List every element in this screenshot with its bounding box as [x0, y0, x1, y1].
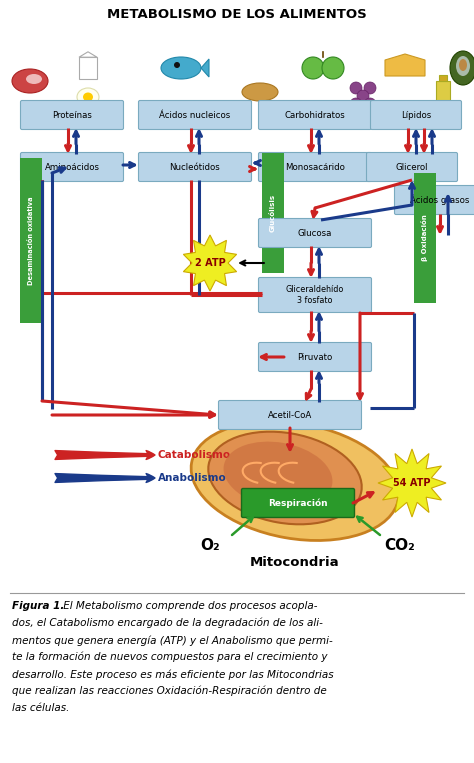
FancyBboxPatch shape	[371, 101, 462, 130]
Ellipse shape	[456, 56, 470, 76]
Ellipse shape	[459, 59, 467, 71]
FancyBboxPatch shape	[241, 488, 355, 517]
Circle shape	[322, 57, 344, 79]
Text: Respiración: Respiración	[268, 498, 328, 507]
Text: Lípidos: Lípidos	[401, 111, 431, 120]
Polygon shape	[183, 235, 237, 291]
Ellipse shape	[191, 421, 399, 540]
Text: 2 ATP: 2 ATP	[195, 258, 225, 268]
Text: Glucosa: Glucosa	[298, 228, 332, 237]
FancyBboxPatch shape	[258, 278, 372, 313]
Ellipse shape	[224, 442, 332, 508]
Text: las células.: las células.	[12, 703, 69, 713]
FancyBboxPatch shape	[258, 343, 372, 372]
Text: Carbohidratos: Carbohidratos	[284, 111, 346, 120]
Ellipse shape	[83, 92, 93, 101]
FancyBboxPatch shape	[138, 101, 252, 130]
Circle shape	[174, 62, 180, 68]
Text: O₂: O₂	[200, 537, 220, 552]
Bar	[439, 75, 447, 81]
Text: Aminoácidos: Aminoácidos	[45, 163, 100, 172]
Circle shape	[350, 98, 362, 110]
Polygon shape	[79, 52, 97, 57]
Text: desarrollo. Este proceso es más eficiente por las Mitocondrias: desarrollo. Este proceso es más eficient…	[12, 669, 334, 680]
Text: Mitocondria: Mitocondria	[250, 556, 340, 569]
Ellipse shape	[161, 57, 201, 79]
Ellipse shape	[208, 432, 362, 524]
Circle shape	[364, 98, 376, 110]
Polygon shape	[378, 449, 446, 517]
Text: 54 ATP: 54 ATP	[393, 478, 431, 488]
Bar	[262, 153, 284, 273]
FancyBboxPatch shape	[394, 185, 474, 214]
Text: CO₂: CO₂	[384, 537, 415, 552]
Text: Ácidos grasos: Ácidos grasos	[410, 195, 470, 205]
FancyBboxPatch shape	[366, 153, 457, 182]
Text: METABOLISMO DE LOS ALIMENTOS: METABOLISMO DE LOS ALIMENTOS	[107, 8, 367, 21]
Text: β Oxidación: β Oxidación	[421, 214, 428, 262]
Ellipse shape	[12, 69, 48, 93]
Bar	[414, 173, 436, 303]
Text: Nucleótidos: Nucleótidos	[170, 163, 220, 172]
Text: Acetil-CoA: Acetil-CoA	[268, 410, 312, 420]
Ellipse shape	[26, 74, 42, 84]
Text: Proteínas: Proteínas	[52, 111, 92, 120]
FancyBboxPatch shape	[258, 101, 372, 130]
FancyBboxPatch shape	[20, 101, 124, 130]
FancyBboxPatch shape	[258, 218, 372, 247]
Text: que realizan las reacciones Oxidación-Respiración dentro de: que realizan las reacciones Oxidación-Re…	[12, 686, 327, 697]
Circle shape	[350, 82, 362, 94]
Polygon shape	[385, 54, 425, 76]
Text: Catabolismo: Catabolismo	[158, 450, 231, 460]
Ellipse shape	[77, 88, 99, 106]
Text: Desaminación oxidativa: Desaminación oxidativa	[28, 196, 34, 285]
Text: El Metabolismo comprende dos procesos acopla-: El Metabolismo comprende dos procesos ac…	[60, 601, 318, 611]
Text: Gliceraldehído
3 fosfato: Gliceraldehído 3 fosfato	[286, 285, 344, 304]
Circle shape	[357, 90, 369, 102]
Bar	[79, 57, 97, 79]
Text: Glucólisis: Glucólisis	[270, 194, 276, 232]
Text: te la formación de nuevos compuestos para el crecimiento y: te la formación de nuevos compuestos par…	[12, 652, 328, 662]
Text: Ácidos nucleicos: Ácidos nucleicos	[159, 111, 231, 120]
FancyBboxPatch shape	[138, 153, 252, 182]
Bar	[436, 81, 450, 101]
Text: Monosacárido: Monosacárido	[285, 163, 345, 172]
FancyBboxPatch shape	[258, 153, 372, 182]
Text: Piruvato: Piruvato	[297, 353, 333, 362]
Text: dos, el Catabolismo encargado de la degradación de los ali-: dos, el Catabolismo encargado de la degr…	[12, 618, 323, 629]
Text: Figura 1.: Figura 1.	[12, 601, 64, 611]
Text: Glicerol: Glicerol	[396, 163, 428, 172]
FancyBboxPatch shape	[219, 401, 362, 430]
Ellipse shape	[242, 83, 278, 101]
Bar	[20, 158, 42, 323]
FancyBboxPatch shape	[20, 153, 124, 182]
Ellipse shape	[450, 51, 474, 85]
Circle shape	[357, 106, 369, 118]
Circle shape	[364, 82, 376, 94]
Text: Anabolismo: Anabolismo	[158, 473, 227, 483]
Polygon shape	[201, 59, 209, 77]
Circle shape	[302, 57, 324, 79]
Text: mentos que genera energía (ATP) y el Anabolismo que permi-: mentos que genera energía (ATP) y el Ana…	[12, 635, 333, 645]
